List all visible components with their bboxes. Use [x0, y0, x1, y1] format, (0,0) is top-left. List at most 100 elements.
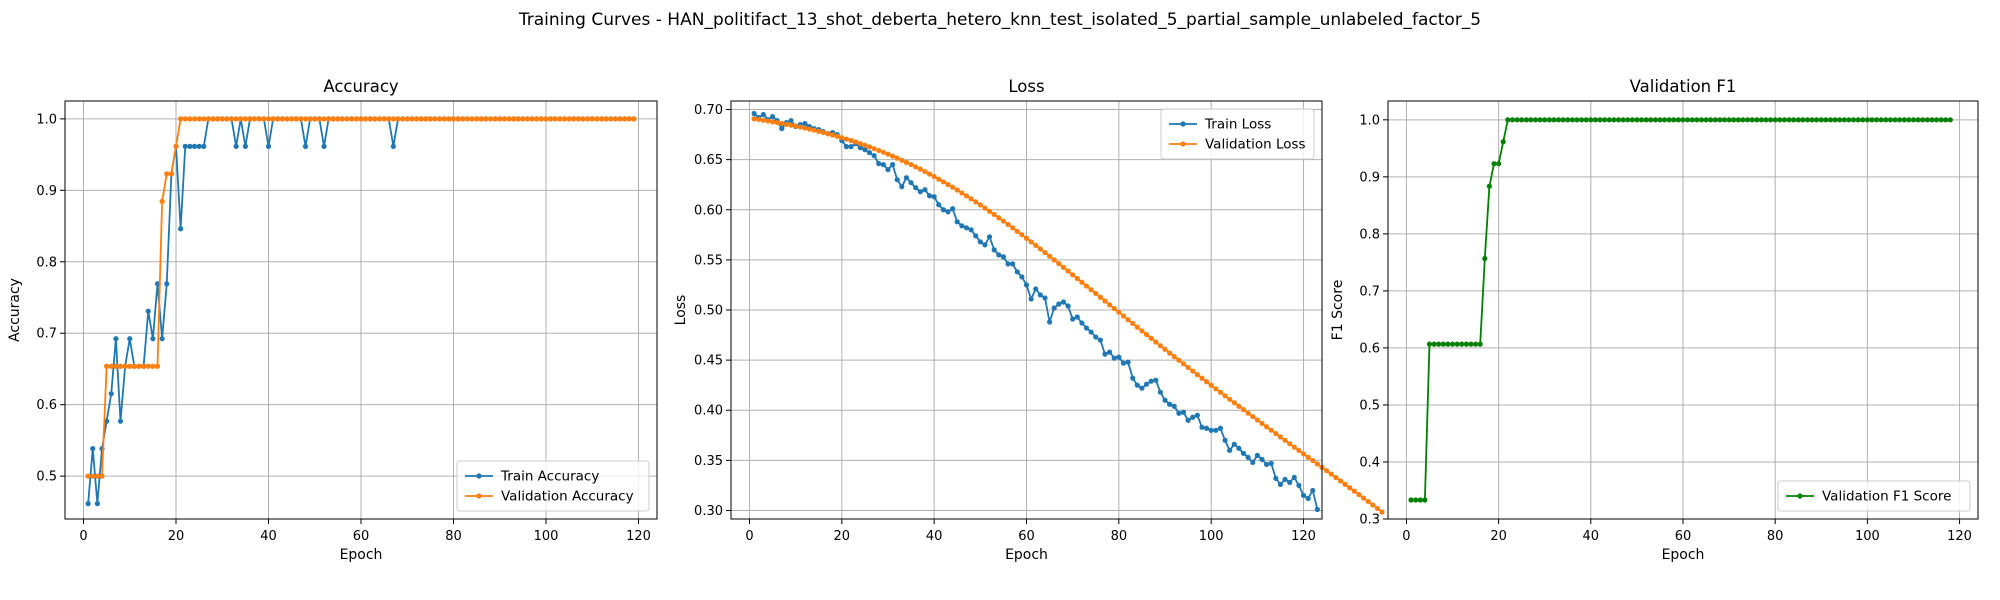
validation-f1-data-point [1735, 117, 1741, 123]
accuracy-data-point [594, 116, 600, 122]
accuracy-data-point [335, 116, 341, 122]
loss-data-point [871, 153, 877, 159]
accuracy-data-point [302, 143, 309, 149]
validation-f1-y-tick-label: 0.7 [1359, 284, 1380, 299]
validation-f1-data-point [1883, 117, 1889, 123]
loss-data-point [765, 118, 771, 124]
accuracy-data-point [201, 143, 207, 149]
loss-data-point [1060, 264, 1067, 270]
loss-data-point [1250, 413, 1256, 420]
loss-data-point [793, 123, 799, 129]
validation-f1-data-point [1860, 117, 1866, 123]
accuracy-data-point [201, 116, 207, 122]
loss-data-point [862, 147, 868, 153]
loss-data-point [894, 155, 900, 161]
validation-f1-data-point [1528, 117, 1534, 123]
loss-data-point [1213, 386, 1219, 392]
accuracy-data-point [598, 116, 605, 122]
loss-data-point [1028, 239, 1034, 245]
validation-f1-data-point [1698, 117, 1705, 123]
loss-data-point [811, 127, 817, 133]
loss-data-point [1190, 414, 1196, 420]
accuracy-x-tick-label: 60 [353, 529, 370, 544]
loss-data-point [1240, 407, 1247, 413]
loss-data-point [783, 121, 790, 127]
loss-data-point [1042, 249, 1048, 256]
loss-data-point [959, 190, 965, 196]
accuracy-data-point [603, 116, 609, 122]
accuracy-data-point [566, 116, 572, 122]
loss-data-point [1254, 452, 1260, 458]
loss-data-point [1033, 286, 1039, 292]
accuracy-data-point [159, 336, 165, 342]
accuracy-data-point [363, 116, 369, 122]
validation-f1-data-point [1602, 117, 1608, 123]
loss-data-point [1180, 361, 1187, 367]
accuracy-data-point [122, 363, 128, 369]
validation-f1-data-point [1910, 117, 1917, 123]
loss-data-point [806, 126, 813, 132]
loss-x-tick-label: 0 [745, 529, 753, 544]
accuracy-data-point [256, 116, 262, 122]
accuracy-data-point [423, 116, 429, 122]
accuracy-data-point [196, 116, 202, 122]
validation-f1-data-point [1523, 117, 1529, 123]
loss-data-point [853, 139, 859, 145]
loss-data-point [1167, 350, 1173, 356]
accuracy-data-point [159, 198, 165, 204]
accuracy-data-point [168, 171, 174, 177]
loss-data-point [917, 189, 923, 195]
validation-f1-data-point [1417, 497, 1423, 503]
loss-data-point [1028, 296, 1034, 302]
validation-f1-data-point [1717, 117, 1723, 123]
accuracy-data-point [113, 336, 119, 342]
validation-f1-data-point [1569, 117, 1575, 123]
loss-data-point [1116, 354, 1122, 360]
loss-data-point [1314, 461, 1320, 467]
loss-data-point [1240, 450, 1247, 456]
accuracy-data-point [85, 473, 91, 479]
accuracy-data-point [265, 143, 272, 149]
loss-legend-label: Train Loss [1204, 117, 1271, 133]
validation-f1-data-point [1449, 341, 1456, 347]
accuracy-data-point [215, 116, 221, 122]
accuracy-data-point [298, 116, 304, 122]
loss-data-point [1139, 385, 1145, 391]
validation-f1-data-point [1795, 117, 1801, 123]
validation-f1-x-tick-label: 60 [1675, 529, 1692, 544]
validation-f1-data-point [1781, 117, 1788, 123]
accuracy-data-point [561, 116, 568, 122]
validation-f1-data-point [1611, 117, 1617, 123]
loss-data-point [848, 144, 854, 150]
loss-data-point [1097, 337, 1103, 343]
accuracy-data-point [580, 116, 586, 122]
loss-data-point [866, 144, 873, 150]
validation-f1-data-point [1933, 117, 1940, 123]
accuracy-data-point [492, 116, 498, 122]
accuracy-data-point [330, 116, 336, 122]
accuracy-data-point [117, 418, 124, 424]
loss-data-point [1296, 447, 1302, 454]
loss-data-point [1310, 457, 1316, 464]
loss-data-point [1111, 355, 1117, 361]
validation-f1-data-point [1620, 117, 1626, 123]
accuracy-data-point [108, 391, 114, 397]
validation-f1-data-point [1509, 117, 1516, 123]
loss-data-point [1287, 479, 1293, 486]
accuracy-x-tick-label: 100 [534, 529, 559, 544]
loss-y-tick-label: 0.50 [694, 304, 723, 319]
loss-data-point [1093, 334, 1099, 340]
loss-data-point [1245, 454, 1251, 460]
validation-f1-y-tick-label: 0.4 [1359, 455, 1380, 470]
validation-f1-data-point [1629, 117, 1635, 123]
accuracy-title: Accuracy [323, 77, 399, 96]
validation-f1-data-point [1846, 117, 1852, 123]
accuracy-data-point [205, 116, 211, 122]
loss-data-point [1277, 481, 1284, 488]
accuracy-data-point [543, 116, 549, 122]
loss-title: Loss [1008, 77, 1044, 96]
loss-data-point [931, 194, 937, 200]
loss-data-point [954, 219, 960, 225]
validation-f1-data-point [1468, 341, 1474, 347]
loss-data-point [913, 164, 919, 170]
